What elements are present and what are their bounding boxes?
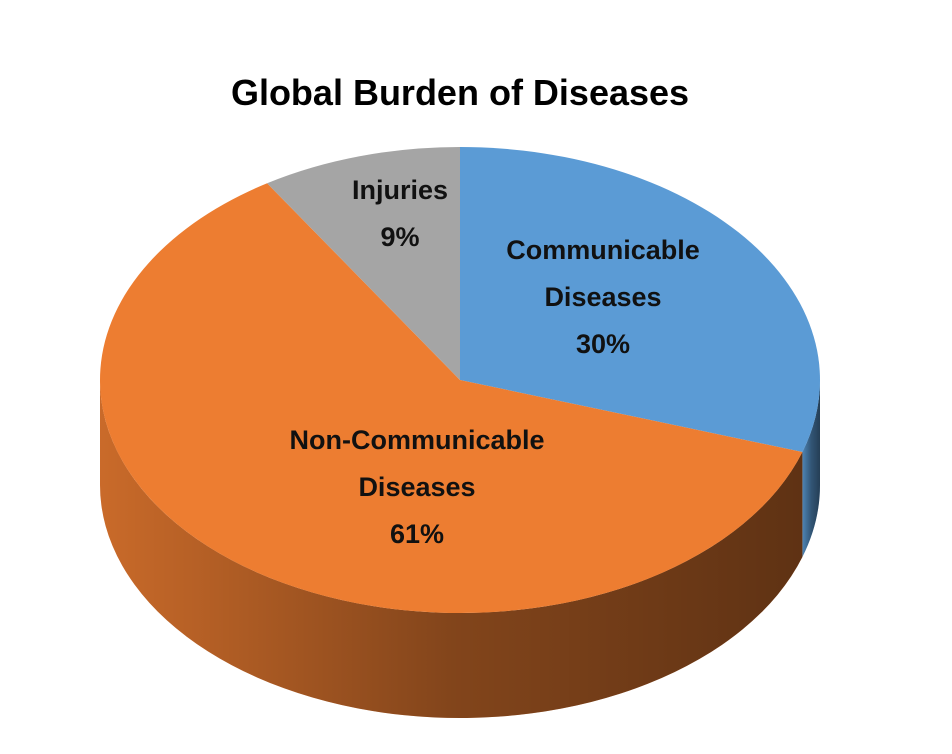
slice-value: 30% xyxy=(575,329,631,359)
slice-name: Communicable Diseases xyxy=(506,235,700,312)
pie-slice xyxy=(267,147,460,380)
chart-title: Global Burden of Diseases xyxy=(230,72,690,113)
pie-slice xyxy=(460,147,820,453)
pie-tops xyxy=(100,147,820,613)
slice-label: Non-Communicable Diseases 61% xyxy=(247,417,587,558)
pie-slice xyxy=(100,183,803,613)
slice-value: 61% xyxy=(389,519,445,549)
slice-name: Non-Communicable Diseases xyxy=(289,425,545,502)
slice-label: Communicable Diseases 30% xyxy=(473,227,733,368)
pie-sides xyxy=(100,380,820,718)
slice-value: 9% xyxy=(380,222,420,252)
pie-side-shade xyxy=(100,380,803,718)
pie-side-shade xyxy=(802,380,820,558)
slice-label: Injuries 9% xyxy=(300,167,500,261)
slice-name: Injuries xyxy=(351,175,449,205)
